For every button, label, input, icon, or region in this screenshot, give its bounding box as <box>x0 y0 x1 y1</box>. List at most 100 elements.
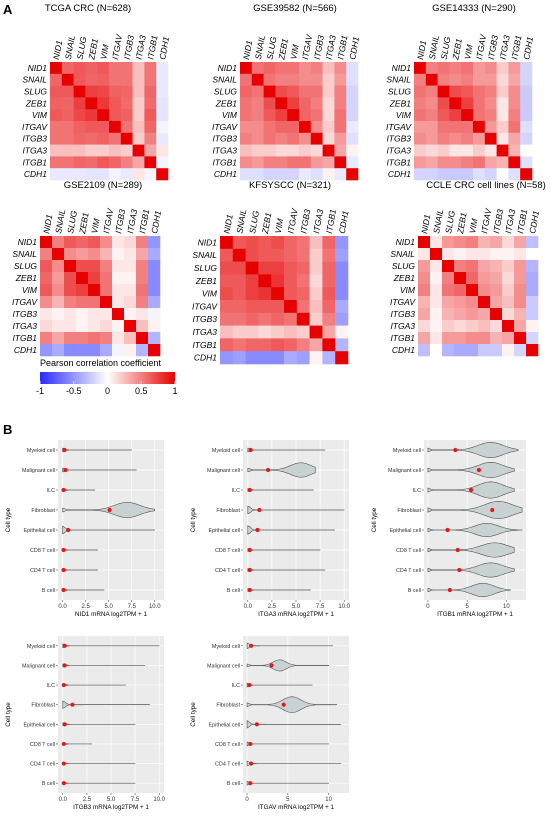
heatmap-cell <box>425 168 438 181</box>
heatmap-cell <box>109 156 122 169</box>
heatmap-cell <box>473 109 486 122</box>
heatmap-cell <box>437 97 450 110</box>
column-label: ZEB1 <box>450 37 464 61</box>
category-label: B cell <box>227 588 240 594</box>
heatmap-cell <box>73 62 86 75</box>
heatmap-cell <box>430 320 443 333</box>
heatmap-cell <box>478 284 491 297</box>
category-label: Myeloid cell <box>212 644 240 650</box>
heatmap-cell <box>299 62 312 75</box>
heatmap-cell <box>287 156 300 169</box>
category-label: Fibroblast <box>31 508 55 514</box>
violin-shape <box>246 682 313 688</box>
heatmap-cell <box>124 344 137 357</box>
heatmap-cell <box>430 272 443 285</box>
column-label: VIM <box>273 217 286 235</box>
heatmap-cell <box>502 296 515 309</box>
heatmap-cell <box>346 109 359 122</box>
heatmap-cell <box>85 156 98 169</box>
category-label: Myeloid cell <box>27 644 55 650</box>
heatmap-cell <box>418 272 431 285</box>
heatmap-cell <box>299 97 312 110</box>
heatmap-cell <box>120 97 133 110</box>
heatmap-cell <box>478 344 491 357</box>
heatmap-cell <box>287 73 300 86</box>
heatmap-cell <box>258 300 272 314</box>
heatmap-cell <box>454 296 467 309</box>
heatmap-cell <box>50 156 63 169</box>
column-label: ITGAV <box>474 33 488 61</box>
heatmap-cell <box>271 300 285 314</box>
category-label: Epithelial cell <box>209 528 240 534</box>
heatmap-cell <box>97 85 110 98</box>
heatmap-cell <box>132 132 145 145</box>
x-tick-label: 5 <box>286 797 290 803</box>
heatmap-cell <box>425 62 438 75</box>
heatmap-cell <box>50 132 63 145</box>
row-label: CDH1 <box>24 169 47 179</box>
heatmap-cell <box>502 332 515 345</box>
heatmap-cell <box>287 97 300 110</box>
heatmap-5: KFSYSCC (N=321)NID1NID1SNAILSNAILSLUGSLU… <box>192 180 351 365</box>
heatmap-cell <box>335 338 349 352</box>
heatmap-cell <box>120 132 133 145</box>
heatmap-cell <box>132 168 145 181</box>
category-label: ILC <box>47 683 55 689</box>
violin-chart-3: Myeloid cell Malignant cell ILC Fibroblast E… <box>371 440 526 618</box>
mean-point <box>457 567 462 573</box>
heatmap-cell <box>156 121 169 134</box>
mean-point <box>265 467 271 473</box>
mean-point <box>269 663 274 668</box>
heatmap-cell <box>418 344 431 357</box>
heatmap-cell <box>466 320 479 333</box>
mean-point <box>455 547 460 553</box>
row-label: ITGA3 <box>22 146 47 156</box>
heatmap-cell <box>335 325 349 339</box>
heatmap-cell <box>322 287 336 301</box>
heatmap-cell <box>346 97 359 110</box>
heatmap-cell <box>251 109 264 122</box>
heatmap-cell <box>526 284 539 297</box>
column-label: NID1 <box>415 39 428 60</box>
violin-shape <box>246 741 329 747</box>
heatmap-cell <box>148 284 161 297</box>
y-axis-label: Cell type <box>5 702 12 727</box>
heatmap-title: KFSYSCC (N=321) <box>249 180 331 191</box>
x-tick-label: 10.0 <box>338 604 350 610</box>
heatmap-cell <box>310 132 323 145</box>
category-label: CD4 T cell <box>215 568 240 574</box>
heatmap-cell <box>85 85 98 98</box>
heatmap-cell <box>335 300 349 314</box>
heatmap-cell <box>275 109 288 122</box>
heatmap-cell <box>258 248 272 262</box>
column-label: NID1 <box>241 39 254 60</box>
heatmap-cell <box>449 62 462 75</box>
heatmap-cell <box>120 156 133 169</box>
heatmap-cell <box>85 121 98 134</box>
heatmap-cell <box>61 73 74 86</box>
mean-point <box>247 682 252 688</box>
heatmap-cell <box>296 351 310 365</box>
heatmap-cell <box>526 260 539 273</box>
heatmap-cell <box>240 121 253 134</box>
heatmap-cell <box>251 121 264 134</box>
category-label: ILC <box>232 683 240 689</box>
column-label: SNAIL <box>253 34 267 60</box>
x-tick-label: 0.0 <box>59 797 68 803</box>
heatmap-cell <box>136 308 149 321</box>
heatmap-cell <box>414 109 427 122</box>
heatmap-cell <box>263 73 276 86</box>
heatmap-cell <box>310 156 323 169</box>
heatmap-cell <box>64 344 77 357</box>
column-label: ITGB1 <box>324 208 338 234</box>
heatmap-cell <box>97 121 110 134</box>
heatmap-cell <box>334 168 347 181</box>
x-axis-label: ITGB3 mRNA log2TPM + 1 <box>73 804 149 811</box>
mean-point <box>247 587 252 593</box>
heatmap-cell <box>275 144 288 157</box>
heatmap-cell <box>76 320 89 333</box>
heatmap-cell <box>461 132 474 145</box>
column-label: SLUG <box>265 35 279 60</box>
heatmap-cell <box>50 97 63 110</box>
heatmap-cell <box>240 144 253 157</box>
